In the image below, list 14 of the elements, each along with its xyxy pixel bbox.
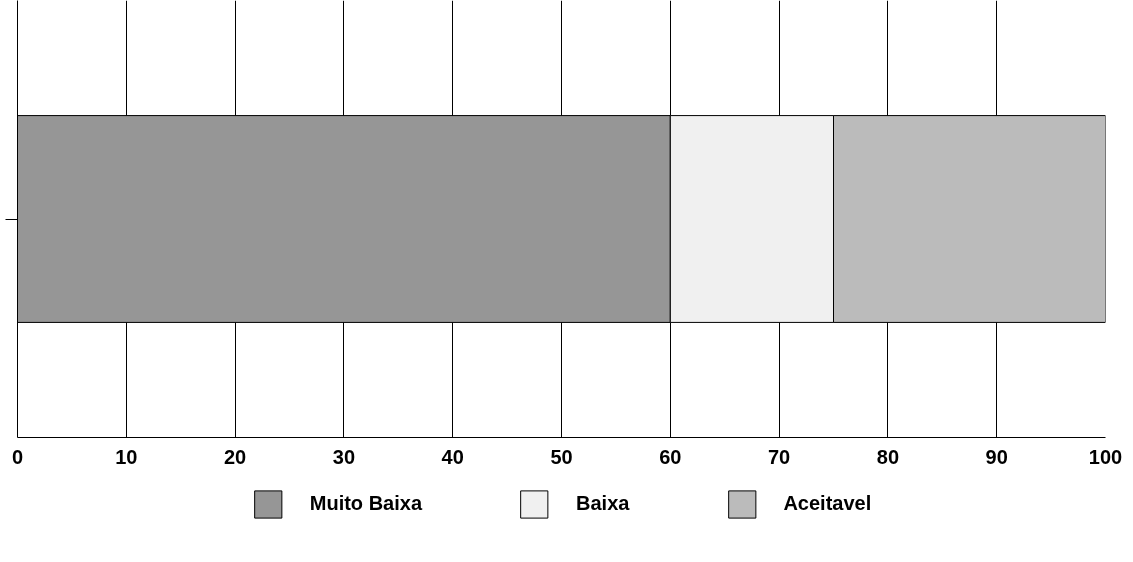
x-tick-label: 40 [441,445,464,468]
x-tick-label: 20 [223,445,247,468]
x-tick-label: 80 [876,445,900,468]
x-tick-label: 10 [115,445,138,468]
x-tick-label: 30 [332,445,356,468]
x-tick-label: 90 [985,445,1008,468]
x-tick-label: 70 [767,445,791,468]
x-tick-label: 0 [11,445,24,468]
legend-label: Baixa [576,491,630,516]
x-tick-label: 100 [1088,445,1123,468]
x-tick-label: 60 [659,445,682,468]
legend-label: Muito Baixa [309,491,423,516]
x-tick-label: 50 [550,445,573,468]
legend-label: Aceitavel [783,491,872,516]
